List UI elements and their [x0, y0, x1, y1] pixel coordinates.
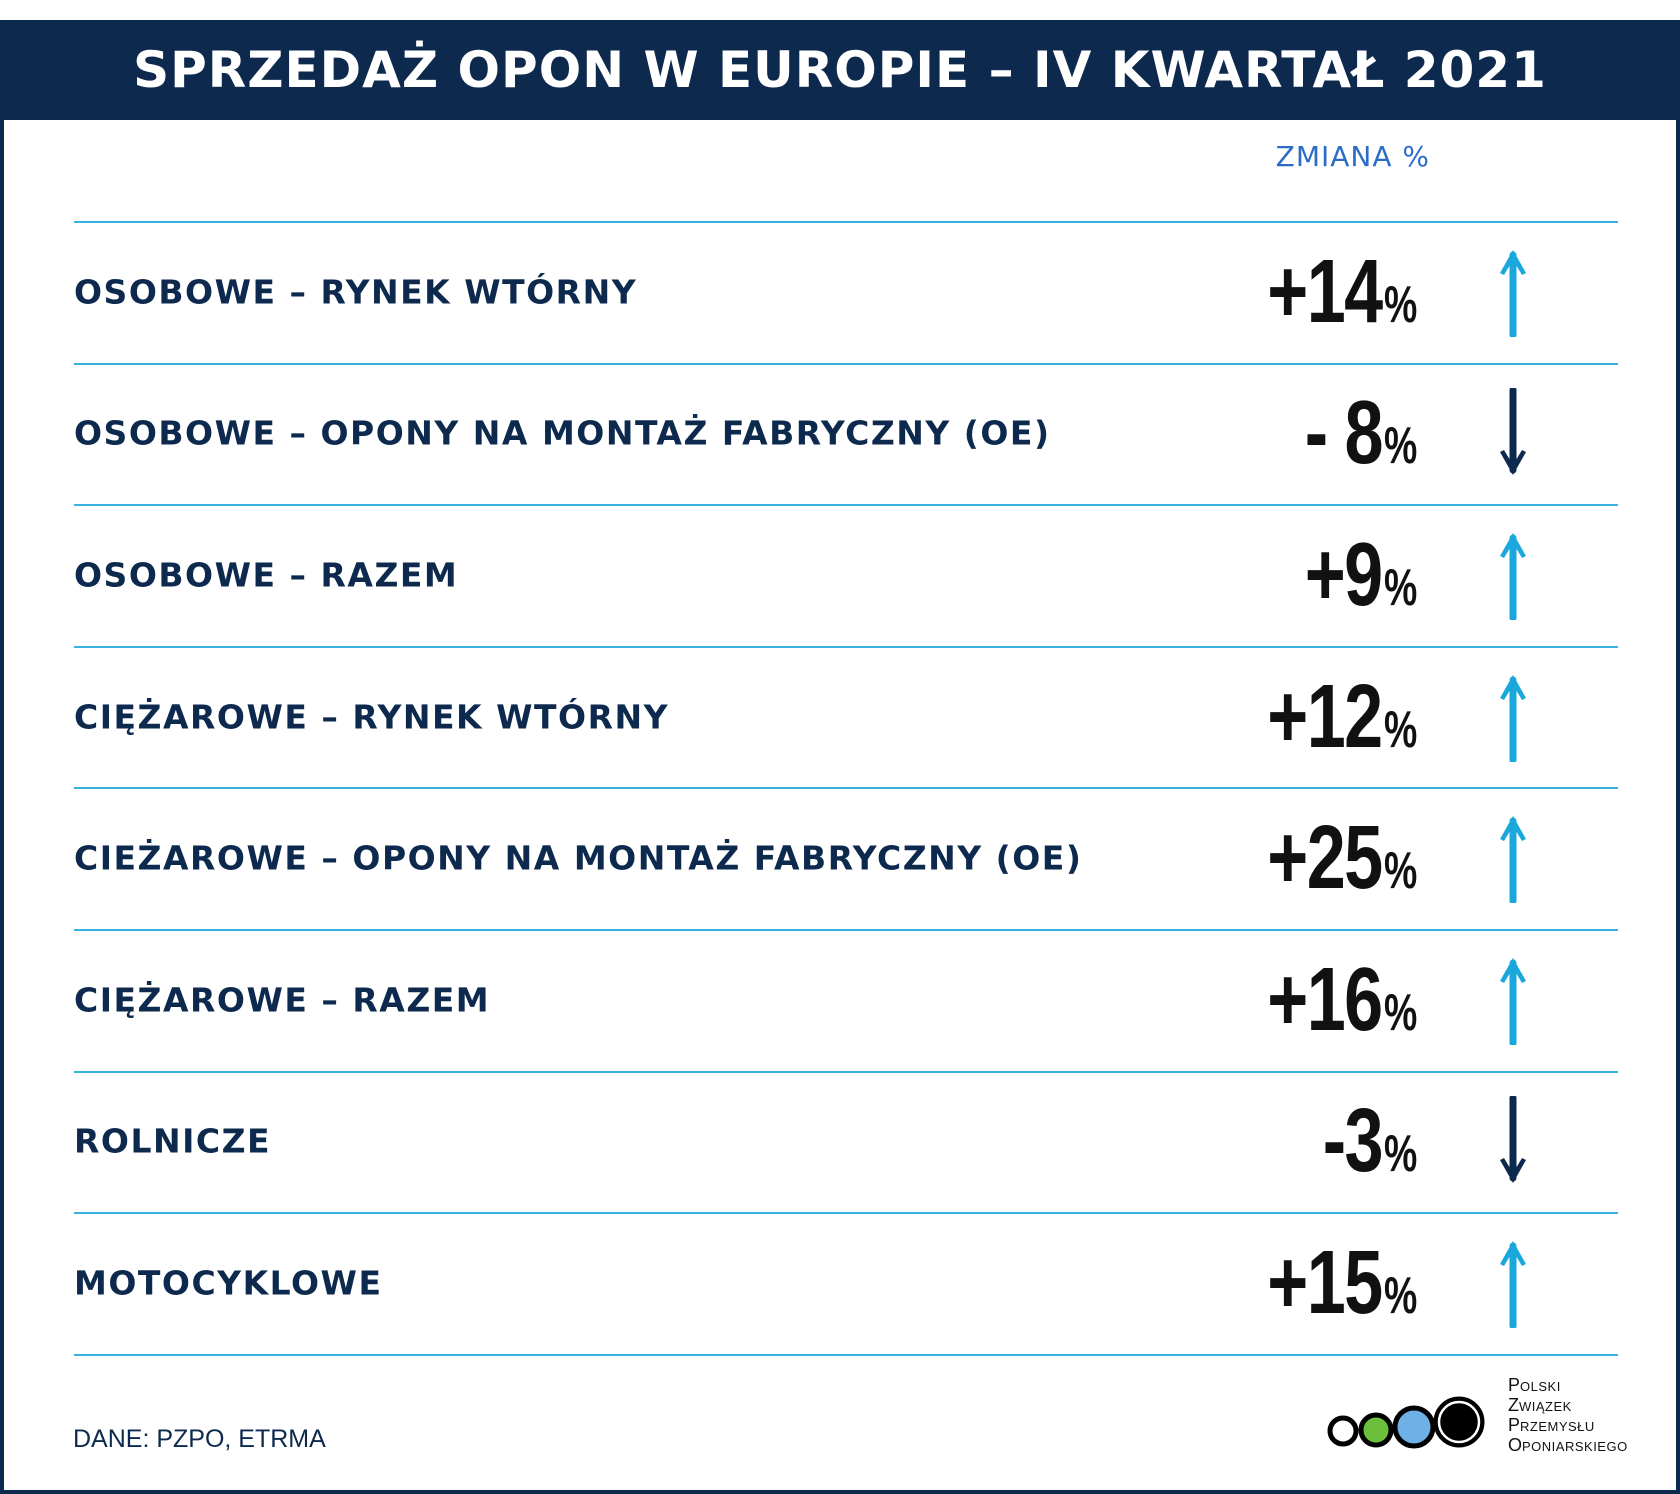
row-label: ROLNICZE — [74, 1121, 272, 1161]
table-row: MOTOCYKLOWE +15% — [74, 1212, 1618, 1354]
logo-text-line: POLSKI — [1508, 1376, 1628, 1396]
arrow-down-icon — [1500, 388, 1526, 476]
row-label: OSOBOWE – RYNEK WTÓRNY — [74, 272, 638, 312]
row-divider — [74, 645, 1618, 648]
percent-sign: % — [1384, 558, 1418, 617]
percent-sign: % — [1384, 1266, 1418, 1325]
change-number: +15 — [1267, 1232, 1384, 1333]
table-row: OSOBOWE – RAZEM +9% — [74, 504, 1618, 646]
change-value: +12% — [1235, 672, 1428, 762]
column-header-change: ZMIANA % — [1275, 140, 1430, 173]
arrow-head — [1500, 532, 1526, 558]
row-divider — [74, 1070, 1618, 1073]
row-label: OSOBOWE – RAZEM — [74, 555, 459, 595]
logo-initial: O — [1508, 1435, 1523, 1455]
change-number: +14 — [1267, 241, 1384, 342]
row-divider — [74, 1353, 1618, 1356]
arrow-down-icon — [1500, 1096, 1526, 1184]
row-divider — [74, 787, 1618, 790]
change-number: - 8 — [1304, 383, 1384, 484]
arrow-head — [1500, 1158, 1526, 1184]
pzpo-logo-text: POLSKI ZWIĄZEK PRZEMYSŁU OPONIARSKIEGO — [1508, 1376, 1628, 1456]
change-value: +14% — [1235, 247, 1428, 337]
arrow-up-icon — [1500, 674, 1526, 762]
row-label: MOTOCYKLOWE — [74, 1263, 383, 1303]
logo-initial: Z — [1508, 1395, 1519, 1415]
arrow-head — [1500, 450, 1526, 476]
row-label: CIĘŻAROWE – RAZEM — [74, 980, 491, 1020]
logo-initial: P — [1508, 1375, 1521, 1395]
table-row: OSOBOWE – OPONY NA MONTAŻ FABRYCZNY (OE)… — [74, 363, 1618, 505]
arrow-up-icon — [1500, 532, 1526, 620]
row-divider — [74, 929, 1618, 931]
logo-text-line: ZWIĄZEK — [1508, 1396, 1628, 1416]
percent-sign: % — [1384, 983, 1418, 1042]
change-number: +9 — [1305, 524, 1383, 625]
table-row: ROLNICZE -3% — [74, 1071, 1618, 1213]
source-note: DANE: PZPO, ETRMA — [73, 1425, 326, 1453]
logo-word-rest: WIĄZEK — [1519, 1399, 1572, 1414]
pzpo-logo-circles — [1327, 1396, 1485, 1449]
percent-sign: % — [1384, 700, 1418, 759]
arrow-up-icon — [1500, 957, 1526, 1045]
change-value: +25% — [1235, 813, 1428, 903]
logo-text-line: OPONIARSKIEGO — [1508, 1436, 1628, 1456]
page-title: SPRZEDAŻ OPON W EUROPIE – IV KWARTAŁ 202… — [133, 41, 1547, 99]
arrow-head — [1500, 674, 1526, 700]
logo-circle-blue — [1392, 1405, 1436, 1449]
change-number: +12 — [1267, 666, 1384, 767]
table-row: CIĘŻAROWE – RYNEK WTÓRNY +12% — [74, 646, 1618, 788]
logo-word-rest: PONIARSKIEGO — [1522, 1439, 1628, 1454]
change-number: +16 — [1267, 949, 1384, 1050]
row-divider — [74, 221, 1618, 223]
row-divider — [74, 1212, 1618, 1215]
arrow-head — [1500, 957, 1526, 983]
logo-circle-white — [1327, 1415, 1359, 1447]
percent-sign: % — [1384, 842, 1418, 901]
percent-sign: % — [1384, 1125, 1418, 1184]
infographic-frame — [0, 20, 1680, 1494]
arrow-up-icon — [1500, 816, 1526, 904]
change-value: +16% — [1235, 955, 1428, 1045]
table-row: CIĘŻAROWE – RAZEM +16% — [74, 929, 1618, 1071]
logo-circle-green — [1358, 1412, 1394, 1448]
arrow-up-icon — [1500, 249, 1526, 337]
percent-sign: % — [1384, 275, 1418, 334]
change-number: +25 — [1267, 808, 1384, 909]
table-row: CIEŻAROWE – OPONY NA MONTAŻ FABRYCZNY (O… — [74, 787, 1618, 929]
change-value: +9% — [1283, 530, 1428, 620]
change-value: - 8% — [1283, 388, 1428, 478]
row-divider — [74, 362, 1618, 365]
table-row: OSOBOWE – RYNEK WTÓRNY +14% — [74, 221, 1618, 363]
row-label: OSOBOWE – OPONY NA MONTAŻ FABRYCZNY (OE) — [74, 413, 1051, 453]
change-value: -3% — [1306, 1096, 1428, 1186]
arrow-head — [1500, 816, 1526, 842]
logo-word-rest: OLSKI — [1520, 1379, 1561, 1394]
logo-circle-black — [1433, 1396, 1485, 1448]
row-divider — [74, 504, 1618, 507]
arrow-head — [1500, 249, 1526, 275]
change-number: -3 — [1322, 1091, 1384, 1192]
percent-sign: % — [1384, 417, 1418, 476]
row-label: CIEŻAROWE – OPONY NA MONTAŻ FABRYCZNY (O… — [74, 838, 1083, 878]
title-bar: SPRZEDAŻ OPON W EUROPIE – IV KWARTAŁ 202… — [0, 20, 1680, 120]
logo-initial: P — [1508, 1415, 1521, 1435]
arrow-up-icon — [1500, 1240, 1526, 1328]
change-value: +15% — [1235, 1238, 1428, 1328]
arrow-head — [1500, 1240, 1526, 1266]
row-label: CIĘŻAROWE – RYNEK WTÓRNY — [74, 697, 670, 737]
logo-text-line: PRZEMYSŁU — [1508, 1416, 1628, 1436]
logo-circle-black-ring — [1437, 1400, 1481, 1444]
logo-word-rest: RZEMYSŁU — [1520, 1419, 1595, 1434]
